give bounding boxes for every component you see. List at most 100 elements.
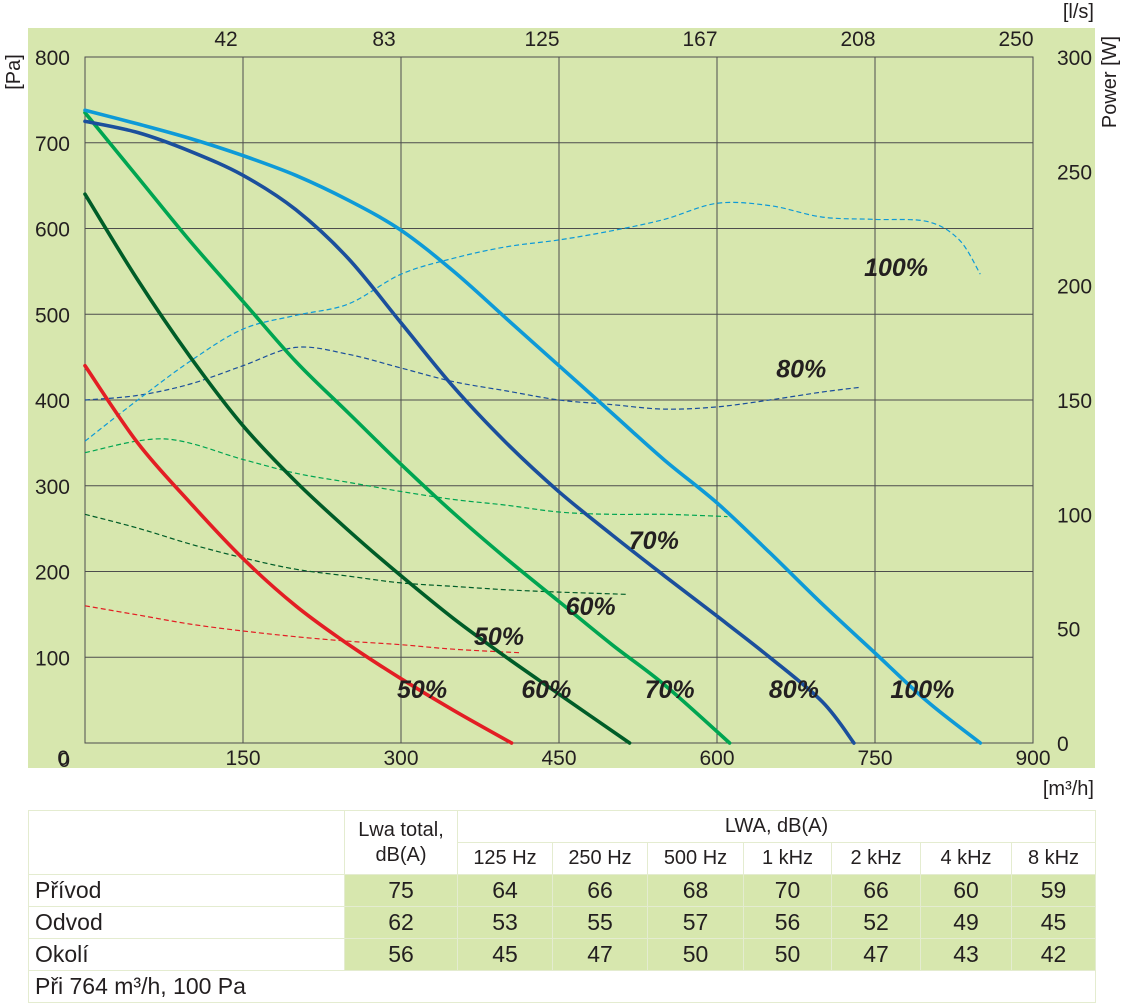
y-tick-label: 800 (35, 47, 70, 70)
x-tick-label: 300 (383, 747, 418, 770)
band-value: 47 (552, 938, 648, 971)
y2-tick-label: 200 (1057, 276, 1092, 299)
x-tick-label: 600 (699, 747, 734, 770)
band-value: 57 (647, 906, 744, 939)
header-lwa-total-line2: dB(A) (375, 843, 427, 866)
x-tick-label: 900 (1015, 747, 1050, 770)
table-header-row: Lwa total, dB(A) LWA, dB(A) (28, 810, 1097, 875)
power-curve-50 (84, 605, 520, 654)
band-value: 64 (457, 874, 553, 907)
x-tick-label: 750 (857, 747, 892, 770)
freq-250: 250 Hz (552, 842, 648, 875)
y-tick-label: 500 (35, 304, 70, 327)
x-axis-label: [m³/h] (1043, 778, 1094, 800)
power-curve-60 (84, 513, 628, 595)
curve-label: 80% (776, 355, 826, 383)
y-tick-label: 600 (35, 219, 70, 242)
band-value: 47 (831, 938, 921, 971)
band-value: 50 (647, 938, 744, 971)
band-value: 68 (647, 874, 744, 907)
y-tick-label: 100 (35, 647, 70, 670)
x-tick-label: 0 (57, 747, 69, 770)
freq-8k: 8 kHz (1010, 842, 1097, 875)
x2-axis-label: [l/s] (1063, 1, 1094, 23)
y2-tick-label: 0 (1057, 733, 1069, 756)
y2-tick-label: 50 (1057, 619, 1080, 642)
header-empty (28, 810, 345, 875)
band-value: 50 (743, 938, 832, 971)
band-value: 60 (920, 874, 1012, 907)
band-value: 42 (1010, 938, 1097, 971)
axis-ticks: 0 150 300 450 600 750 900 42 83 125 167 208 250 0 100 2… (35, 28, 1092, 772)
x-tick-label: 450 (541, 747, 576, 770)
curve-label: 70% (645, 676, 695, 704)
y-axis-label: [Pa] (3, 54, 25, 90)
curve-label: 60% (566, 593, 616, 621)
y-tick-label: 700 (35, 133, 70, 156)
x2-tick-label: 125 (524, 28, 559, 51)
x2-tick-label: 208 (840, 28, 875, 51)
freq-500: 500 Hz (647, 842, 744, 875)
header-lwa-total: Lwa total, dB(A) (344, 810, 458, 875)
footnote-row: Při 764 m³/h, 100 Pa (27, 970, 1097, 1003)
band-value: 56 (743, 906, 832, 939)
pressure-curve-100 (83, 108, 983, 745)
pressure-curve-80 (83, 119, 856, 745)
band-value: 53 (457, 906, 553, 939)
curve-labels: 50% 60% 70% 80% 100% 50% 60% 70% 80% 100% (397, 254, 954, 704)
curve-label: 60% (521, 676, 571, 704)
curve-label: 100% (890, 676, 954, 704)
pressure-curve-50 (83, 363, 514, 745)
noise-table: Lwa total, dB(A) LWA, dB(A) 125 Hz 250 H… (27, 810, 1097, 1003)
curve-label: 80% (769, 676, 819, 704)
x-tick-label: 150 (225, 747, 260, 770)
band-value: 52 (831, 906, 921, 939)
y2-tick-label: 300 (1057, 47, 1092, 70)
row-label: Odvod (28, 906, 345, 939)
header-lwa: LWA, dB(A) (456, 810, 1097, 843)
table-row: Okolí 56 45 47 50 50 47 43 42 (28, 938, 1097, 971)
pressure-curve-60 (83, 192, 632, 745)
y2-tick-label: 250 (1057, 161, 1092, 184)
band-value: 55 (552, 906, 648, 939)
table-row: Přívod 75 64 66 68 70 66 60 59 (28, 874, 1097, 907)
y2-axis-label: Power [W] (1099, 36, 1121, 128)
frequency-row: 125 Hz 250 Hz 500 Hz 1 kHz 2 kHz 4 kHz 8… (29, 842, 1097, 875)
curve-label: 100% (864, 254, 928, 282)
curve-label: 50% (474, 623, 524, 651)
row-label: Okolí (28, 938, 345, 971)
pressure-curves (83, 108, 983, 745)
curve-label: 70% (629, 527, 679, 555)
power-curves (84, 201, 981, 654)
fan-performance-chart: 0 150 300 450 600 750 900 42 83 125 167 208 250 0 100 2… (3, 1, 1121, 800)
band-value: 45 (1010, 906, 1097, 939)
y2-tick-label: 100 (1057, 504, 1092, 527)
table-row: Odvod 62 53 55 57 56 52 49 45 (28, 906, 1097, 939)
curve-label: 50% (397, 676, 447, 704)
x2-tick-label: 167 (682, 28, 717, 51)
power-curve-70 (84, 438, 728, 518)
band-value: 66 (552, 874, 648, 907)
grid (84, 56, 1034, 744)
freq-1k: 1 kHz (743, 842, 832, 875)
band-value: 43 (920, 938, 1012, 971)
freq-4k: 4 kHz (920, 842, 1012, 875)
total-value: 56 (344, 938, 458, 971)
x2-tick-label: 83 (372, 28, 395, 51)
band-value: 45 (457, 938, 553, 971)
x2-tick-label: 250 (998, 28, 1033, 51)
band-value: 59 (1010, 874, 1097, 907)
y-tick-label: 200 (35, 562, 70, 585)
plot-background (28, 28, 1095, 768)
pressure-curve-70 (83, 110, 732, 745)
freq-125: 125 Hz (457, 842, 553, 875)
band-value: 70 (743, 874, 832, 907)
x2-tick-label: 42 (214, 28, 237, 51)
footnote: Při 764 m³/h, 100 Pa (27, 970, 1097, 1003)
band-value: 66 (831, 874, 921, 907)
total-value: 75 (344, 874, 458, 907)
total-value: 62 (344, 906, 458, 939)
band-value: 49 (920, 906, 1012, 939)
y-tick-label: 300 (35, 476, 70, 499)
row-label: Přívod (28, 874, 345, 907)
